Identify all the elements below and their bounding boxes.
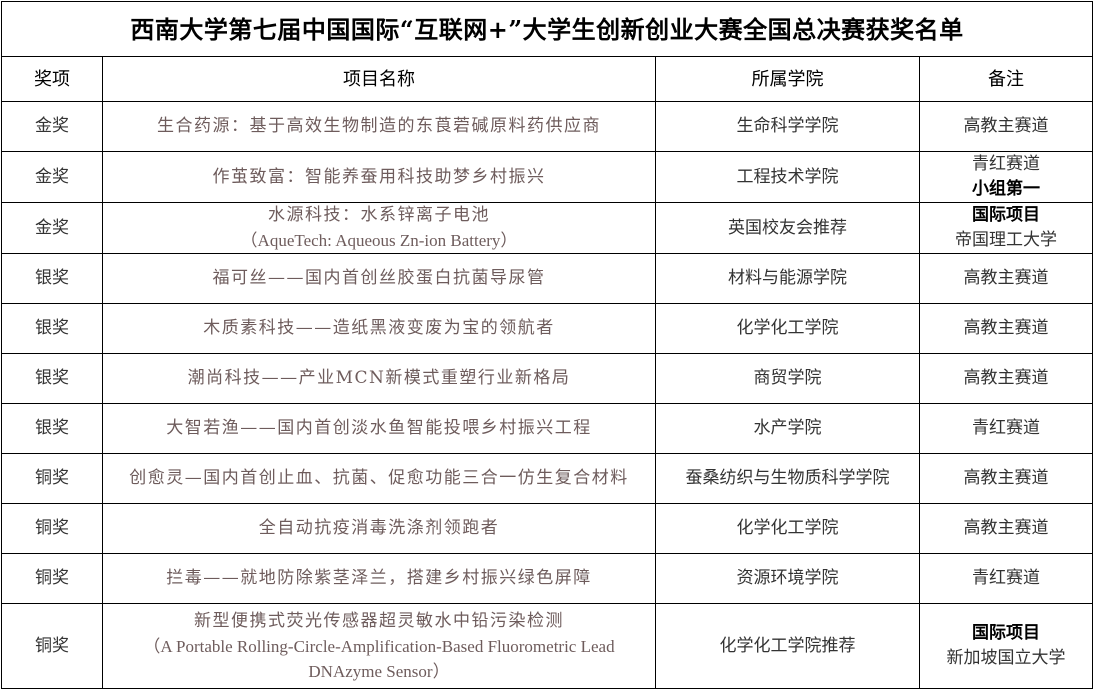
college-cell: 材料与能源学院 bbox=[655, 253, 920, 304]
college-cell: 化学化工学院 bbox=[655, 303, 920, 354]
project-name: 水源科技：水系锌离子电池 bbox=[268, 205, 490, 225]
award-cell: 银奖 bbox=[1, 353, 103, 404]
award-cell: 铜奖 bbox=[1, 453, 103, 504]
table-row: 铜奖 拦毒——就地防除紫茎泽兰，搭建乡村振兴绿色屏障 资源环境学院 青红赛道 bbox=[1, 553, 1094, 604]
project-cell: 创愈灵—国内首创止血、抗菌、促愈功能三合一仿生复合材料 bbox=[102, 453, 656, 504]
project-cell: 拦毒——就地防除紫茎泽兰，搭建乡村振兴绿色屏障 bbox=[102, 553, 656, 604]
project-cell: 福可丝——国内首创丝胶蛋白抗菌导尿管 bbox=[102, 253, 656, 304]
project-name-en: （A Portable Rolling-Circle-Amplification… bbox=[143, 636, 615, 681]
project-name: 福可丝——国内首创丝胶蛋白抗菌导尿管 bbox=[212, 268, 546, 288]
project-cell: 作茧致富：智能养蚕用科技助梦乡村振兴 bbox=[102, 151, 656, 203]
table-row: 银奖 福可丝——国内首创丝胶蛋白抗菌导尿管 材料与能源学院 高教主赛道 bbox=[1, 253, 1094, 304]
college-cell: 化学化工学院 bbox=[655, 503, 920, 554]
header-award: 奖项 bbox=[1, 56, 103, 102]
college-cell: 商贸学院 bbox=[655, 353, 920, 404]
award-cell: 金奖 bbox=[1, 202, 103, 254]
college-cell: 蚕桑纺织与生物质科学学院 bbox=[655, 453, 920, 504]
project-name: 拦毒——就地防除紫茎泽兰，搭建乡村振兴绿色屏障 bbox=[166, 568, 592, 588]
table-row: 铜奖 全自动抗疫消毒洗涤剂领跑者 化学化工学院 高教主赛道 bbox=[1, 503, 1094, 554]
table-row: 金奖 作茧致富：智能养蚕用科技助梦乡村振兴 工程技术学院 青红赛道 小组第一 bbox=[1, 151, 1094, 203]
award-cell: 银奖 bbox=[1, 403, 103, 454]
college-cell: 水产学院 bbox=[655, 403, 920, 454]
project-name: 全自动抗疫消毒洗涤剂领跑者 bbox=[258, 518, 500, 538]
project-cell: 生合药源：基于高效生物制造的东莨菪碱原料药供应商 bbox=[102, 101, 656, 152]
note-cell: 青红赛道 bbox=[918, 403, 1094, 454]
project-name: 创愈灵—国内首创止血、抗菌、促愈功能三合一仿生复合材料 bbox=[129, 468, 629, 488]
project-cell: 木质素科技——造纸黑液变废为宝的领航者 bbox=[102, 303, 656, 354]
table-row: 铜奖 新型便携式荧光传感器超灵敏水中铅污染检测 （A Portable Rollin… bbox=[1, 603, 1094, 689]
note-text: 高教主赛道 bbox=[963, 368, 1049, 388]
note-cell: 青红赛道 bbox=[918, 553, 1094, 604]
college-cell: 生命科学学院 bbox=[655, 101, 920, 152]
project-cell: 潮尚科技——产业MCN新模式重塑行业新格局 bbox=[102, 353, 656, 404]
project-name: 作茧致富：智能养蚕用科技助梦乡村振兴 bbox=[212, 166, 546, 187]
header-college: 所属学院 bbox=[655, 56, 920, 102]
college-cell: 资源环境学院 bbox=[655, 553, 920, 604]
table-row: 银奖 木质素科技——造纸黑液变废为宝的领航者 化学化工学院 高教主赛道 bbox=[1, 303, 1094, 354]
note-text-secondary: 帝国理工大学 bbox=[955, 230, 1058, 250]
college-cell: 工程技术学院 bbox=[655, 151, 920, 203]
table-row: 铜奖 创愈灵—国内首创止血、抗菌、促愈功能三合一仿生复合材料 蚕桑纺织与生物质科学学… bbox=[1, 453, 1094, 504]
project-cell: 大智若渔——国内首创淡水鱼智能投喂乡村振兴工程 bbox=[102, 403, 656, 454]
note-text: 高教主赛道 bbox=[963, 318, 1049, 338]
note-text: 高教主赛道 bbox=[963, 468, 1049, 488]
table-title: 西南大学第七届中国国际“互联网+”大学生创新创业大赛全国总决赛获奖名单 bbox=[0, 1, 1094, 57]
note-cell: 青红赛道 小组第一 bbox=[918, 151, 1094, 203]
note-text: 高教主赛道 bbox=[963, 116, 1049, 136]
project-name-en: （AqueTech: Aqueous Zn-ion Battery） bbox=[240, 231, 518, 250]
award-cell: 银奖 bbox=[1, 303, 103, 354]
table-row: 金奖 生合药源：基于高效生物制造的东莨菪碱原料药供应商 生命科学学院 高教主赛道 bbox=[1, 101, 1094, 152]
note-text: 国际项目 bbox=[972, 205, 1041, 225]
table-row: 银奖 大智若渔——国内首创淡水鱼智能投喂乡村振兴工程 水产学院 青红赛道 bbox=[1, 403, 1094, 454]
award-cell: 铜奖 bbox=[1, 603, 103, 689]
project-name: 新型便携式荧光传感器超灵敏水中铅污染检测 bbox=[194, 610, 564, 631]
note-cell: 高教主赛道 bbox=[918, 303, 1094, 354]
note-cell: 国际项目新加坡国立大学 bbox=[918, 603, 1094, 689]
note-text: 青红赛道 bbox=[972, 154, 1041, 174]
note-cell: 国际项目帝国理工大学 bbox=[918, 202, 1094, 254]
table-row: 金奖 水源科技：水系锌离子电池 （AqueTech: Aqueous Zn-ion … bbox=[1, 202, 1094, 254]
award-cell: 银奖 bbox=[1, 253, 103, 304]
college-cell: 英国校友会推荐 bbox=[655, 202, 920, 254]
project-name: 潮尚科技——产业MCN新模式重塑行业新格局 bbox=[187, 368, 571, 388]
college-cell: 化学化工学院推荐 bbox=[655, 603, 920, 689]
award-cell: 金奖 bbox=[1, 101, 103, 152]
note-cell: 高教主赛道 bbox=[918, 453, 1094, 504]
award-cell: 铜奖 bbox=[1, 553, 103, 604]
note-text: 青红赛道 bbox=[972, 418, 1041, 438]
project-cell: 水源科技：水系锌离子电池 （AqueTech: Aqueous Zn-ion Ba… bbox=[102, 202, 656, 254]
note-text: 高教主赛道 bbox=[963, 518, 1049, 538]
project-name: 木质素科技——造纸黑液变废为宝的领航者 bbox=[203, 318, 555, 338]
header-project: 项目名称 bbox=[102, 56, 656, 102]
note-cell: 高教主赛道 bbox=[918, 101, 1094, 152]
header-note: 备注 bbox=[918, 56, 1094, 102]
note-text: 青红赛道 bbox=[972, 568, 1041, 588]
table-row: 银奖 潮尚科技——产业MCN新模式重塑行业新格局 商贸学院 高教主赛道 bbox=[1, 353, 1094, 404]
note-text: 国际项目 bbox=[972, 623, 1041, 643]
award-cell: 金奖 bbox=[1, 151, 103, 203]
note-cell: 高教主赛道 bbox=[918, 353, 1094, 404]
project-cell: 全自动抗疫消毒洗涤剂领跑者 bbox=[102, 503, 656, 554]
project-name: 生合药源：基于高效生物制造的东莨菪碱原料药供应商 bbox=[157, 116, 601, 136]
project-cell: 新型便携式荧光传感器超灵敏水中铅污染检测 （A Portable Rolling-… bbox=[102, 603, 656, 689]
note-cell: 高教主赛道 bbox=[918, 503, 1094, 554]
note-text-secondary: 新加坡国立大学 bbox=[946, 648, 1066, 668]
project-name: 大智若渔——国内首创淡水鱼智能投喂乡村振兴工程 bbox=[166, 418, 592, 438]
note-cell: 高教主赛道 bbox=[918, 253, 1094, 304]
note-text-secondary: 小组第一 bbox=[972, 179, 1041, 199]
note-text: 高教主赛道 bbox=[963, 268, 1049, 288]
award-cell: 铜奖 bbox=[1, 503, 103, 554]
